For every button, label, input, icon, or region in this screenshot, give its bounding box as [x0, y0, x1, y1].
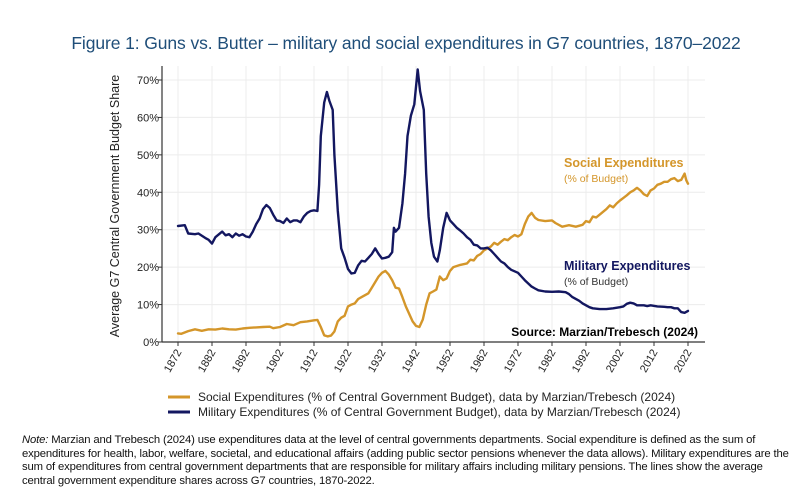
x-tick-label: 1892 — [230, 348, 253, 375]
legend: Social Expenditures (% of Central Govern… — [168, 390, 680, 419]
x-tick-label: 1902 — [264, 348, 287, 375]
x-tick-label: 1962 — [468, 348, 491, 375]
social-series-sublabel: (% of Budget) — [564, 173, 628, 185]
y-tick-label: 40% — [137, 187, 159, 199]
y-tick-label: 60% — [137, 112, 159, 124]
military-series-label: Military Expenditures — [564, 259, 690, 273]
y-tick-label: 20% — [137, 262, 159, 274]
y-tick-label: 50% — [137, 150, 159, 162]
chart-svg: 0% 10% 20% 30% 40% 50% 60% 70% 1872 1882 1892 1902… — [108, 66, 705, 419]
x-tick-label: 2002 — [604, 348, 627, 375]
legend-label-social: Social Expenditures (% of Central Govern… — [198, 390, 675, 404]
x-tick-label: 2022 — [672, 348, 695, 375]
military-series-sublabel: (% of Budget) — [564, 276, 628, 288]
x-tick-label: 1972 — [502, 348, 525, 375]
x-tick-label: 1882 — [196, 348, 219, 375]
x-ticks: 1872 1882 1892 1902 1912 1922 1932 1942 1952 1962… — [162, 342, 695, 375]
x-tick-label: 1922 — [332, 348, 355, 375]
x-tick-label: 1932 — [366, 348, 389, 375]
x-tick-label: 1952 — [434, 348, 457, 375]
social-series-label: Social Expenditures — [564, 156, 684, 170]
y-tick-label: 70% — [137, 75, 159, 87]
x-tick-label: 1982 — [536, 348, 559, 375]
y-tick-label: 10% — [137, 300, 159, 312]
legend-label-military: Military Expenditures (% of Central Gove… — [198, 405, 680, 419]
x-tick-label: 1942 — [400, 348, 423, 375]
x-tick-label: 1992 — [570, 348, 593, 375]
x-tick-label: 2012 — [638, 348, 661, 375]
y-tick-label: 30% — [137, 225, 159, 237]
note-text: Marzian and Trebesch (2024) use expendit… — [22, 434, 789, 487]
source-annotation: Source: Marzian/Trebesch (2024) — [511, 325, 698, 339]
y-axis-label: Average G7 Central Government Budget Sha… — [108, 75, 122, 337]
chart-title: Figure 1: Guns vs. Butter – military and… — [71, 33, 741, 53]
series-lines — [176, 68, 690, 338]
y-ticks: 0% 10% 20% 30% 40% 50% 60% 70% — [137, 75, 162, 349]
figure-note: Note: Marzian and Trebesch (2024) use ex… — [22, 434, 797, 488]
x-tick-label: 1872 — [162, 348, 185, 375]
y-tick-label: 0% — [143, 337, 159, 349]
x-tick-label: 1912 — [298, 348, 321, 375]
series-line-military — [176, 68, 690, 314]
note-label: Note: — [22, 434, 49, 446]
grid-lines — [162, 66, 705, 343]
axes — [161, 66, 705, 343]
series-line-social — [176, 172, 690, 338]
